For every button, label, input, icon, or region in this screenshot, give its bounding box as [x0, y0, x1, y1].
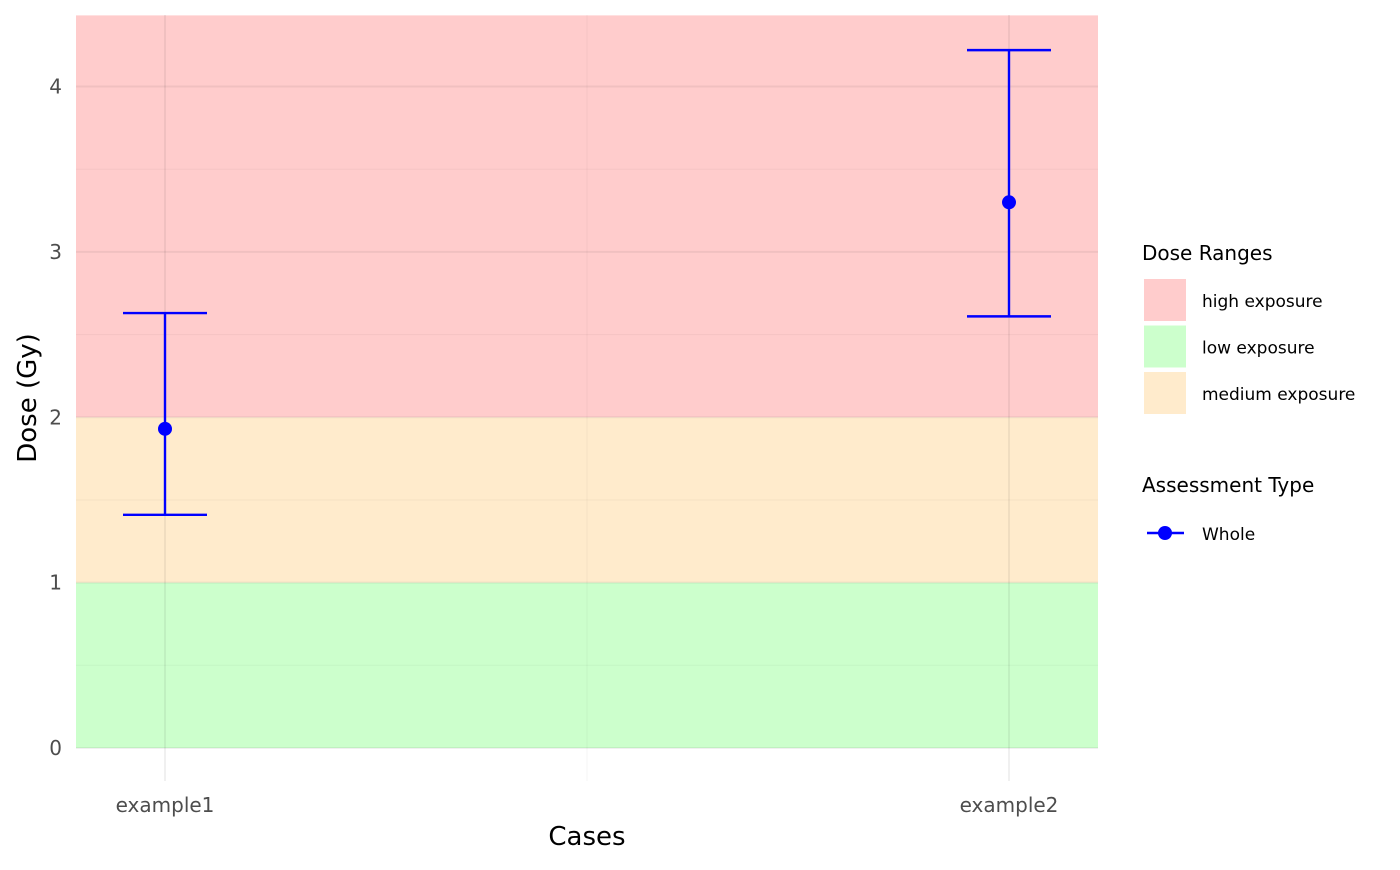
- x-axis-ticks: example1 example2: [116, 793, 1059, 817]
- data-point-example1: [158, 421, 172, 436]
- band-medium-exposure: [76, 417, 1098, 583]
- legend-title-dose-ranges: Dose Ranges: [1142, 241, 1273, 265]
- legend-title-assessment-type: Assessment Type: [1142, 473, 1314, 497]
- x-tick-label: example2: [960, 793, 1059, 817]
- y-tick-label: 1: [49, 571, 62, 595]
- y-tick-label: 0: [49, 736, 62, 760]
- y-tick-label: 2: [49, 405, 62, 429]
- dose-bands: [76, 15, 1098, 748]
- legend-label: medium exposure: [1202, 385, 1355, 405]
- y-tick-label: 3: [49, 240, 62, 264]
- legend-label: high exposure: [1202, 292, 1323, 312]
- y-tick-label: 4: [49, 75, 62, 99]
- grid-lines: [76, 15, 1098, 781]
- legend-key-point-whole: [1158, 526, 1172, 540]
- legend-label: low exposure: [1202, 339, 1315, 359]
- x-tick-label: example1: [116, 793, 215, 817]
- band-high-exposure: [76, 15, 1098, 418]
- legend-key-medium-exposure: [1144, 372, 1186, 414]
- data-point-example2: [1002, 195, 1016, 210]
- y-axis-title: Dose (Gy): [13, 333, 43, 463]
- legend-label: Whole: [1202, 525, 1255, 545]
- y-axis-ticks: 0 1 2 3 4: [49, 75, 62, 761]
- legend-key-high-exposure: [1144, 279, 1186, 321]
- x-axis-title: Cases: [548, 822, 625, 852]
- legends: Dose Ranges high exposure low exposure medi…: [1142, 241, 1355, 545]
- legend-key-low-exposure: [1144, 325, 1186, 368]
- data-series: [123, 48, 1051, 517]
- band-low-exposure: [76, 582, 1098, 748]
